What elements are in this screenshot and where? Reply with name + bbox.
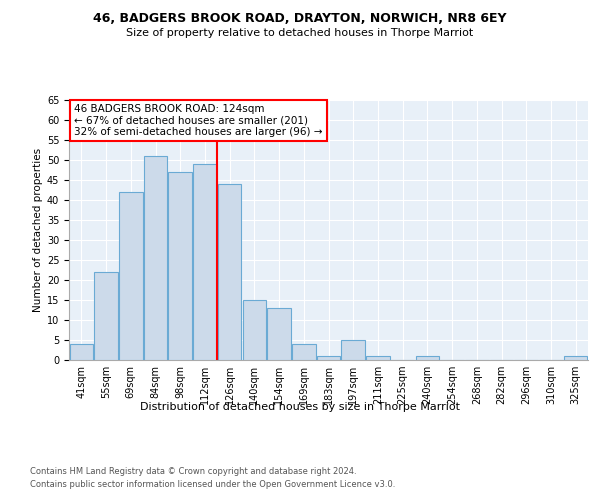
Bar: [218, 184, 241, 360]
Bar: [366, 356, 389, 360]
Text: Contains public sector information licensed under the Open Government Licence v3: Contains public sector information licen…: [30, 480, 395, 489]
Bar: [242, 300, 266, 360]
Bar: [292, 344, 316, 360]
Text: 46 BADGERS BROOK ROAD: 124sqm
← 67% of detached houses are smaller (201)
32% of : 46 BADGERS BROOK ROAD: 124sqm ← 67% of d…: [74, 104, 323, 137]
Bar: [70, 344, 93, 360]
Bar: [341, 340, 365, 360]
Bar: [564, 356, 587, 360]
Bar: [268, 308, 291, 360]
Text: 46, BADGERS BROOK ROAD, DRAYTON, NORWICH, NR8 6EY: 46, BADGERS BROOK ROAD, DRAYTON, NORWICH…: [93, 12, 507, 26]
Text: Size of property relative to detached houses in Thorpe Marriot: Size of property relative to detached ho…: [127, 28, 473, 38]
Bar: [193, 164, 217, 360]
Bar: [94, 272, 118, 360]
Bar: [169, 172, 192, 360]
Y-axis label: Number of detached properties: Number of detached properties: [32, 148, 43, 312]
Bar: [416, 356, 439, 360]
Text: Distribution of detached houses by size in Thorpe Marriot: Distribution of detached houses by size …: [140, 402, 460, 412]
Bar: [119, 192, 143, 360]
Bar: [317, 356, 340, 360]
Bar: [144, 156, 167, 360]
Text: Contains HM Land Registry data © Crown copyright and database right 2024.: Contains HM Land Registry data © Crown c…: [30, 468, 356, 476]
